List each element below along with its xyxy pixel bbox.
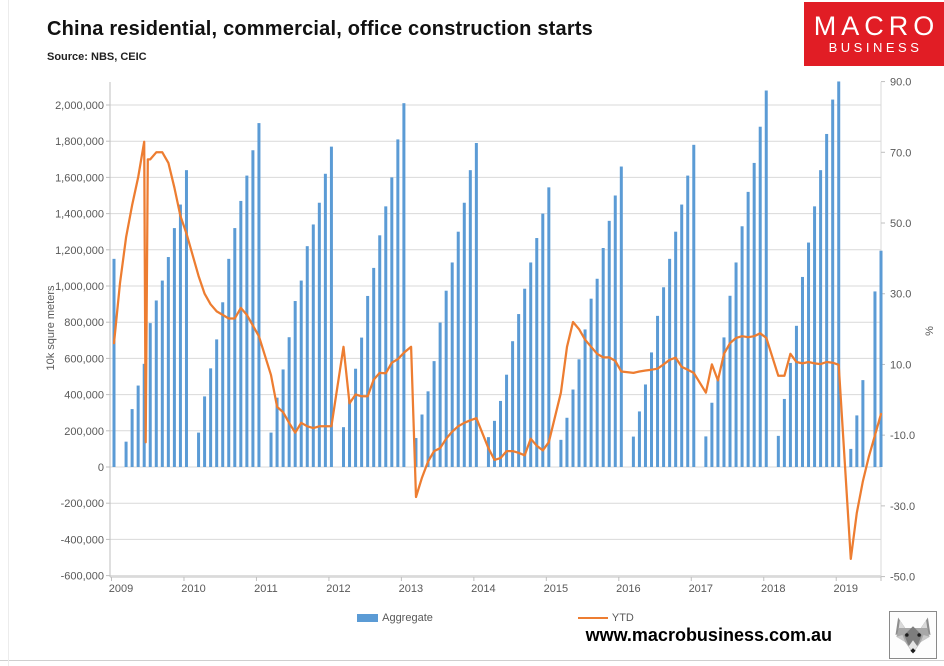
svg-text:2016: 2016 — [616, 583, 640, 595]
svg-text:2010: 2010 — [181, 583, 205, 595]
svg-text:1,400,000: 1,400,000 — [55, 209, 104, 221]
svg-text:1,200,000: 1,200,000 — [55, 245, 104, 257]
svg-text:1,000,000: 1,000,000 — [55, 281, 104, 293]
website-url: www.macrobusiness.com.au — [585, 625, 832, 645]
svg-text:2,000,000: 2,000,000 — [55, 100, 104, 112]
wolf-head-icon — [895, 617, 931, 654]
svg-text:2011: 2011 — [254, 583, 278, 595]
svg-text:70.0: 70.0 — [890, 147, 911, 159]
svg-text:2009: 2009 — [109, 583, 133, 595]
legend-label-ytd: YTD — [611, 612, 634, 624]
svg-text:200,000: 200,000 — [64, 426, 104, 438]
ytd-line-swatch-icon — [577, 616, 608, 620]
legend-label-aggregate: Aggregate — [382, 612, 433, 624]
svg-text:-400,000: -400,000 — [61, 534, 104, 546]
svg-text:1,800,000: 1,800,000 — [55, 136, 104, 148]
svg-text:30.0: 30.0 — [890, 289, 911, 301]
svg-text:2012: 2012 — [326, 583, 350, 595]
svg-text:-30.0: -30.0 — [890, 501, 915, 513]
svg-text:10.0: 10.0 — [890, 359, 911, 371]
svg-text:-50.0: -50.0 — [890, 572, 915, 584]
svg-text:50.0: 50.0 — [890, 218, 911, 230]
legend-item-ytd: YTD — [577, 612, 634, 624]
left-edge-line — [8, 0, 9, 666]
logo-text-business: BUSINESS — [828, 40, 923, 55]
page-title: China residential, commercial, office co… — [47, 18, 593, 40]
svg-text:2017: 2017 — [689, 583, 713, 595]
svg-text:0: 0 — [98, 462, 104, 474]
right-axis-title: % — [924, 326, 936, 336]
svg-text:-10.0: -10.0 — [890, 430, 915, 442]
logo-text-macro: MACRO — [813, 11, 940, 41]
bottom-divider — [0, 660, 944, 661]
svg-text:800,000: 800,000 — [64, 317, 104, 329]
macrobusiness-logo: MACRO BUSINESS — [804, 2, 944, 66]
aggregate-bar-swatch-icon — [357, 614, 379, 622]
svg-text:-200,000: -200,000 — [61, 498, 104, 510]
svg-text:1,600,000: 1,600,000 — [55, 172, 104, 184]
svg-text:600,000: 600,000 — [64, 353, 104, 365]
source-note: Source: NBS, CEIC — [47, 51, 147, 63]
svg-text:-600,000: -600,000 — [61, 571, 104, 583]
left-axis-title: 10k squre meters — [45, 285, 57, 371]
legend-item-aggregate: Aggregate — [357, 612, 433, 624]
svg-text:2014: 2014 — [471, 583, 495, 595]
wolf-logo-box — [889, 611, 937, 659]
svg-text:90.0: 90.0 — [890, 77, 911, 89]
svg-text:2013: 2013 — [399, 583, 423, 595]
svg-text:2015: 2015 — [544, 583, 568, 595]
chart-legend: Aggregate YTD — [110, 612, 881, 624]
svg-text:2019: 2019 — [834, 583, 858, 595]
svg-text:400,000: 400,000 — [64, 390, 104, 402]
svg-text:2018: 2018 — [761, 583, 785, 595]
